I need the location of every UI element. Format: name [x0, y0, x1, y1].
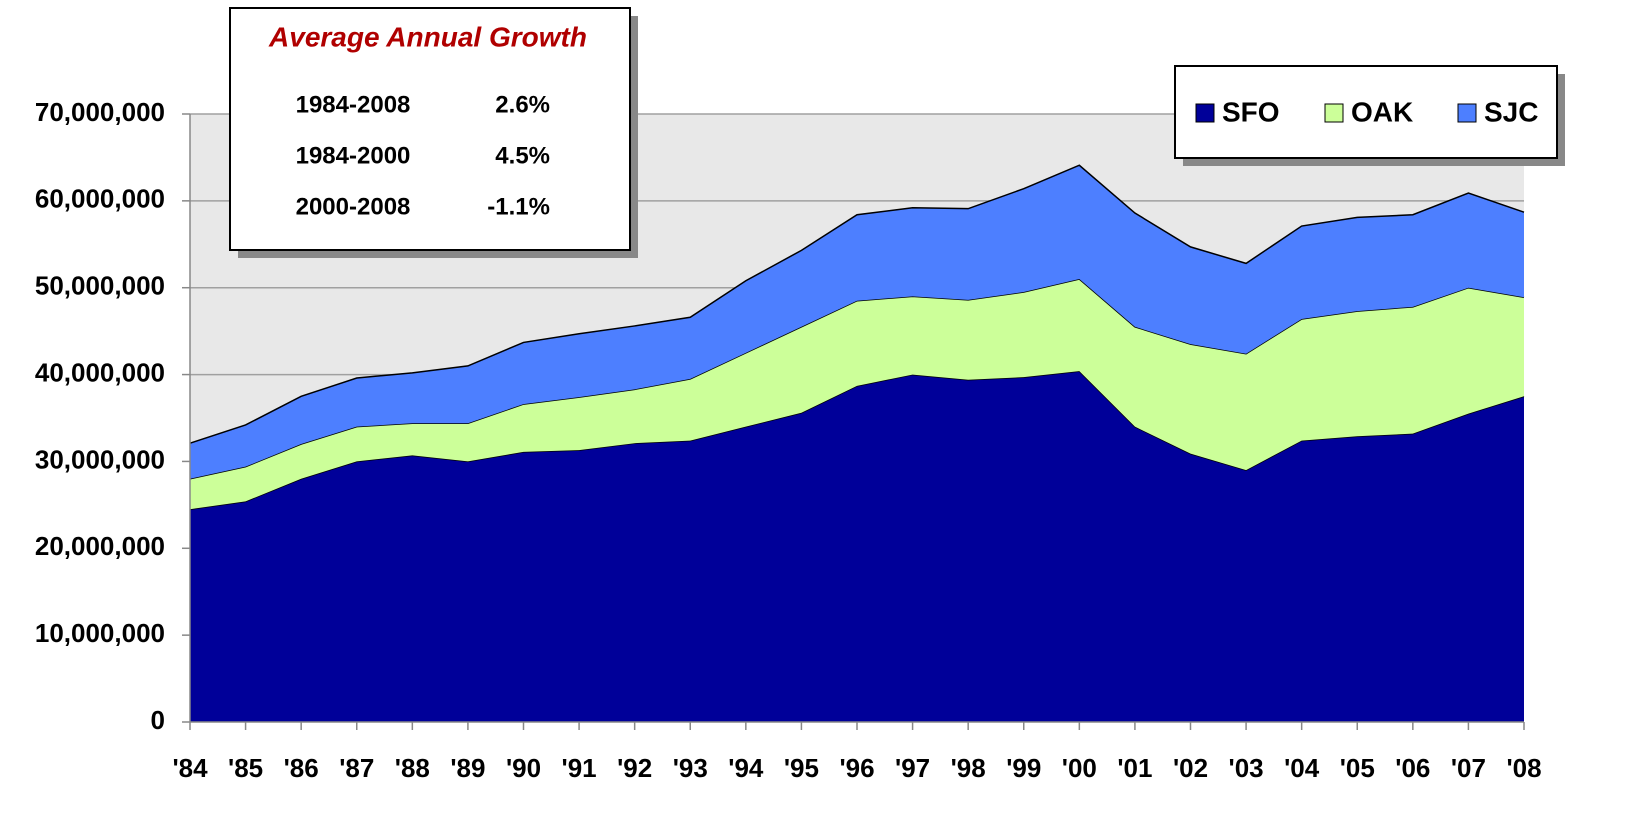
x-tick-label: '88 — [395, 753, 430, 783]
growth: 2.6% — [495, 91, 550, 118]
x-tick-label: '04 — [1284, 753, 1320, 783]
annotation-box: Average Annual Growth 1984-2008 2.6% 198… — [229, 7, 638, 258]
growth: 4.5% — [495, 142, 550, 169]
period: 1984-2000 — [296, 142, 411, 169]
x-tick-label: '91 — [562, 753, 597, 783]
period: 1984-2008 — [296, 91, 411, 118]
x-tick-label: '86 — [284, 753, 319, 783]
legend-swatch — [1195, 103, 1215, 123]
area — [190, 371, 1524, 722]
area-edge — [189, 370, 1525, 510]
area-edge — [189, 164, 1525, 444]
x-tick-label: '95 — [784, 753, 819, 783]
y-tick-label: 20,000,000 — [35, 531, 165, 561]
x-tick-label: '05 — [1340, 753, 1375, 783]
x-tick-label: '89 — [450, 753, 485, 783]
y-tick-label: 50,000,000 — [35, 271, 165, 301]
x-tick-label: '92 — [617, 753, 652, 783]
legend: SFO OAK SJC — [1174, 65, 1565, 166]
x-tick-label: '01 — [1117, 753, 1152, 783]
x-tick-label: '87 — [339, 753, 374, 783]
y-tick-label: 70,000,000 — [35, 97, 165, 127]
legend-box — [1174, 65, 1558, 159]
legend-label: OAK — [1351, 96, 1413, 127]
growth: -1.1% — [487, 193, 550, 220]
x-tick-label: '02 — [1173, 753, 1208, 783]
x-tick-label: '96 — [839, 753, 874, 783]
x-tick-label: '97 — [895, 753, 930, 783]
area — [190, 279, 1524, 510]
y-tick-label: 0 — [151, 705, 165, 735]
x-tick-label: '90 — [506, 753, 541, 783]
y-tick-label: 10,000,000 — [35, 618, 165, 648]
legend-swatch — [1457, 103, 1477, 123]
x-tick-label: '94 — [728, 753, 764, 783]
x-tick-label: '08 — [1506, 753, 1541, 783]
x-tick-label: '84 — [172, 753, 208, 783]
x-tick-label: '85 — [228, 753, 263, 783]
period: 2000-2008 — [296, 193, 411, 220]
y-tick-label: 40,000,000 — [35, 357, 165, 387]
x-tick-label: '99 — [1006, 753, 1041, 783]
x-tick-label: '07 — [1451, 753, 1486, 783]
y-tick-label: 60,000,000 — [35, 184, 165, 214]
annotation-title: Average Annual Growth — [268, 21, 587, 52]
box — [229, 7, 631, 251]
x-tick-label: '03 — [1229, 753, 1264, 783]
area — [190, 165, 1524, 479]
x-tick-label: '06 — [1395, 753, 1430, 783]
x-tick-label: '00 — [1062, 753, 1097, 783]
x-tick-label: '98 — [951, 753, 986, 783]
legend-label: SFO — [1222, 96, 1280, 127]
legend-label: SJC — [1484, 96, 1538, 127]
legend-swatch — [1324, 103, 1344, 123]
x-tick-label: '93 — [673, 753, 708, 783]
y-tick-label: 30,000,000 — [35, 444, 165, 474]
